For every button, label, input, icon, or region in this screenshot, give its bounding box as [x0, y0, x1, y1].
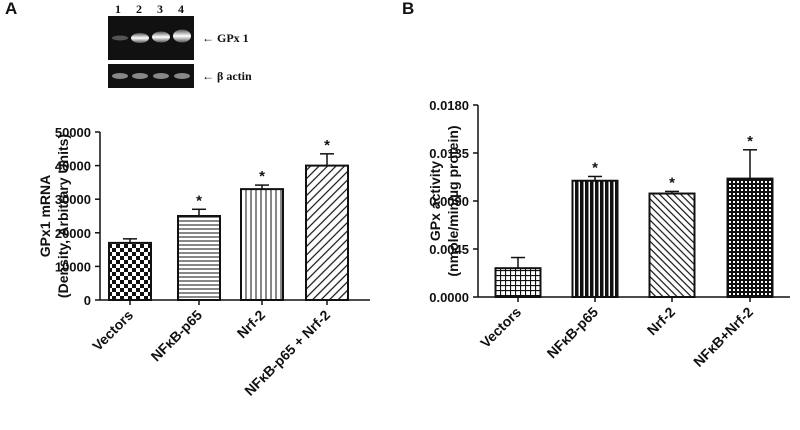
y-tick-label: 0	[84, 293, 91, 308]
x-tick-label: NFκB-p65	[544, 304, 602, 362]
y-tick-label: 10000	[55, 259, 91, 274]
lane-label: 4	[178, 2, 184, 16]
gel-band	[153, 73, 169, 79]
y-axis-label: GPx activity	[427, 161, 443, 241]
y-axis-label: (Density, Arbitrary Units)	[55, 134, 71, 298]
gel-band	[152, 31, 170, 43]
bar	[494, 267, 542, 299]
y-axis-label: GPx1 mRNA	[37, 175, 53, 257]
gel-band	[131, 33, 149, 43]
significance-mark: *	[592, 159, 598, 176]
gel-band	[112, 35, 128, 41]
band-label: ← GPx 1	[202, 31, 249, 45]
y-tick-label: 20000	[55, 226, 91, 241]
x-tick-label: Nrf-2	[644, 304, 679, 339]
lane-label: 1	[115, 2, 121, 16]
bar	[108, 241, 152, 302]
x-tick-label: Nrf-2	[234, 307, 269, 342]
y-tick-label: 30000	[55, 192, 91, 207]
bar	[648, 192, 696, 299]
significance-mark: *	[196, 192, 202, 209]
significance-mark: *	[324, 137, 330, 154]
gel-band	[173, 29, 191, 43]
y-axis-label: (nmole/min/µg protein)	[445, 125, 461, 276]
bar	[240, 188, 284, 301]
lane-label: 2	[136, 2, 142, 16]
y-tick-label: 0.0135	[429, 146, 469, 161]
y-tick-label: 0.0045	[429, 242, 469, 257]
x-tick-label: Vectors	[89, 307, 136, 354]
y-tick-label: 40000	[55, 159, 91, 174]
band-label: ← β actin	[202, 69, 252, 83]
x-tick-label: NFκB+Nrf-2	[690, 304, 756, 370]
y-tick-label: 0.0000	[429, 290, 469, 305]
bar	[726, 177, 774, 299]
blot	[108, 16, 194, 88]
bar	[305, 164, 349, 301]
x-tick-label: NFκB-p65	[148, 307, 206, 365]
x-tick-label: Vectors	[477, 304, 524, 351]
y-tick-label: 0.0090	[429, 194, 469, 209]
gel-band	[174, 73, 190, 79]
significance-mark: *	[259, 168, 265, 185]
panel-label: A	[5, 0, 17, 18]
bar	[571, 179, 619, 299]
gel-band	[132, 73, 148, 79]
lane-label: 3	[157, 2, 163, 16]
y-tick-label: 0.0180	[429, 98, 469, 113]
significance-mark: *	[747, 133, 753, 150]
y-tick-label: 50000	[55, 125, 91, 140]
significance-mark: *	[669, 174, 675, 191]
panel-label: B	[402, 0, 414, 18]
gel-band	[112, 73, 128, 79]
bar	[177, 215, 221, 301]
